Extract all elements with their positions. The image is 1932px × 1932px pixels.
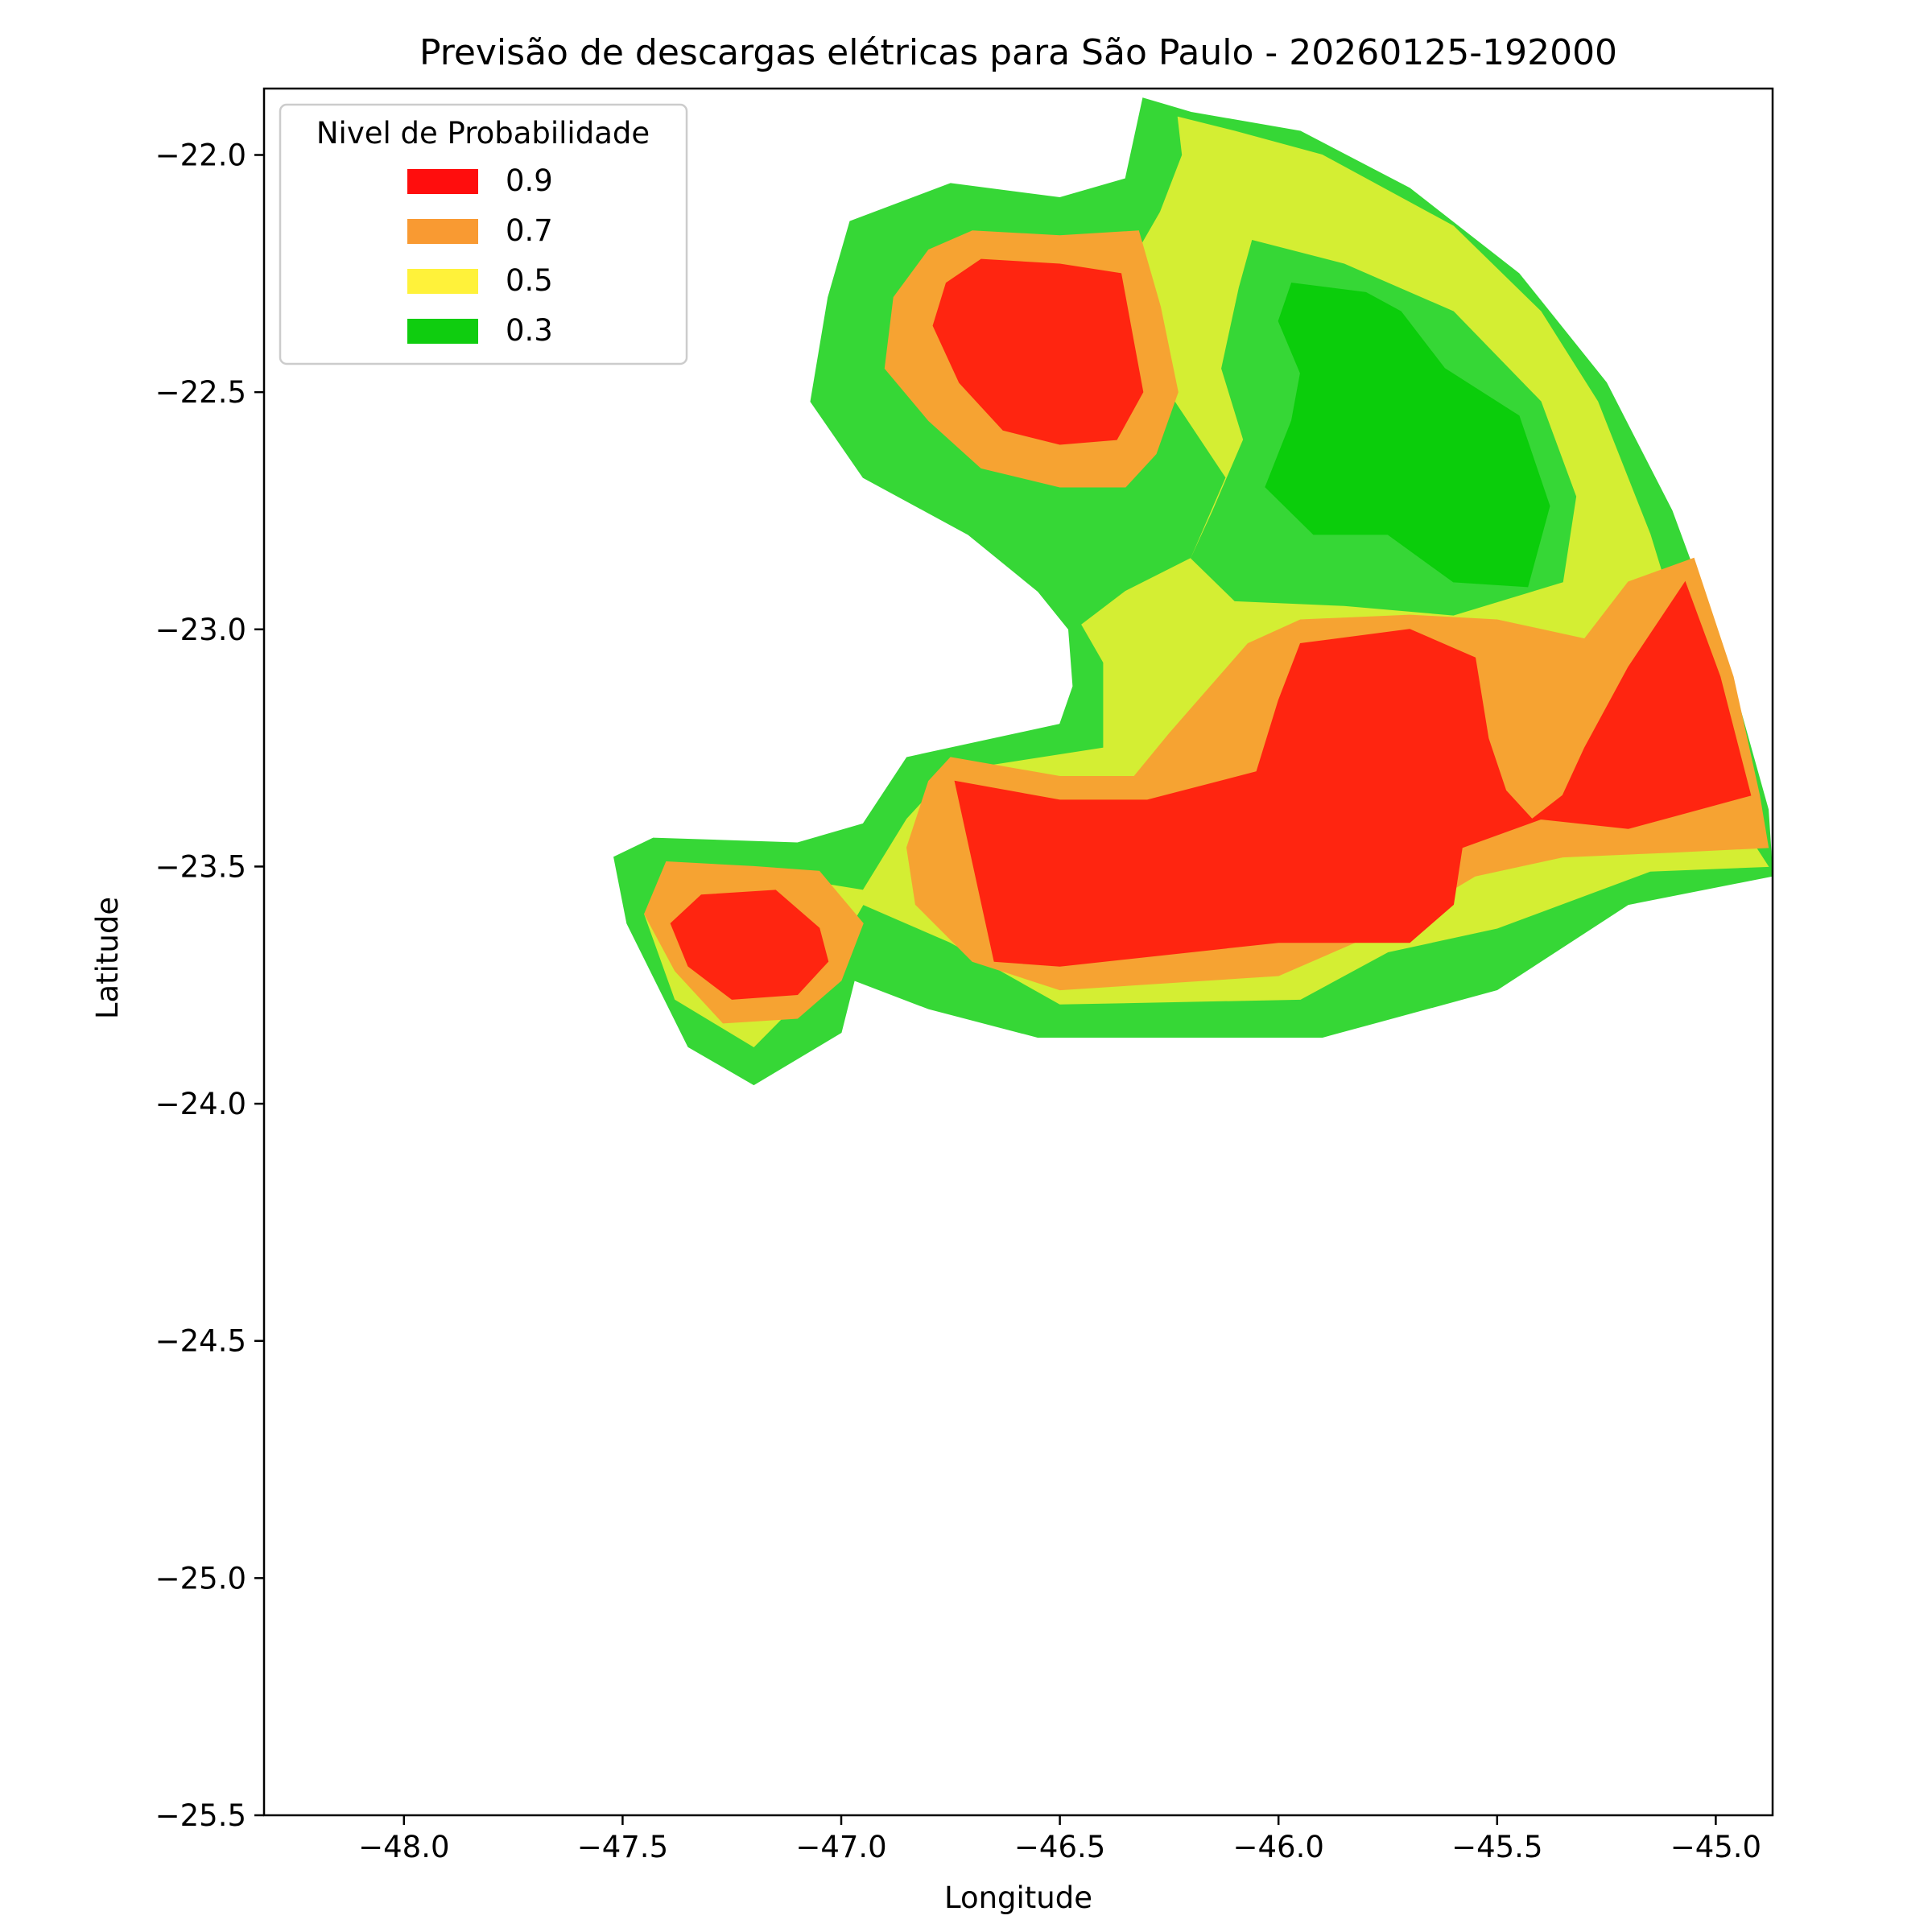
x-tick-label: −47.5 bbox=[577, 1830, 668, 1864]
legend-label: 0.7 bbox=[506, 213, 553, 248]
y-tick-label: −24.5 bbox=[155, 1324, 246, 1359]
legend-label: 0.9 bbox=[506, 163, 553, 198]
y-tick-label: −25.0 bbox=[155, 1561, 246, 1596]
plot-frame bbox=[262, 87, 1774, 1817]
legend-swatch bbox=[407, 269, 478, 294]
legend-swatch bbox=[407, 169, 478, 194]
legend-entries: 0.9 0.7 0.5 0.3 bbox=[407, 163, 553, 348]
region-max-9 bbox=[954, 580, 1752, 967]
x-tick-label: −45.5 bbox=[1451, 1830, 1542, 1864]
x-tick-label: −45.0 bbox=[1670, 1830, 1761, 1864]
y-tick-label: −23.5 bbox=[155, 849, 246, 884]
y-tick-label: −24.0 bbox=[155, 1087, 246, 1121]
x-tick-label: −47.0 bbox=[795, 1830, 886, 1864]
y-tick-label: −23.0 bbox=[155, 613, 246, 647]
legend-label: 0.3 bbox=[506, 313, 553, 348]
y-axis-label: Latitude bbox=[90, 897, 125, 1019]
region-max-5 bbox=[932, 258, 1144, 445]
y-axis-ticks: −22.0 −22.5 −23.0 −23.5 −24.0 −24.5 −25.0 −25.5 bbox=[155, 138, 264, 1833]
chart-title: Previsão de descargas elétricas para São… bbox=[419, 32, 1617, 73]
y-tick-label: −25.5 bbox=[155, 1798, 246, 1833]
region-max-7 bbox=[670, 890, 829, 1000]
y-tick-label: −22.5 bbox=[155, 375, 246, 410]
x-tick-label: −48.0 bbox=[358, 1830, 449, 1864]
x-axis-label: Longitude bbox=[944, 1880, 1092, 1915]
region-low-3 bbox=[1265, 283, 1550, 588]
x-tick-label: −46.0 bbox=[1233, 1830, 1324, 1864]
legend-label: 0.5 bbox=[506, 263, 553, 298]
legend-box bbox=[279, 103, 688, 365]
legend-swatch bbox=[407, 319, 478, 344]
legend-title: Nivel de Probabilidade bbox=[316, 116, 650, 151]
y-tick-label: −22.0 bbox=[155, 138, 246, 173]
legend-swatch bbox=[407, 219, 478, 244]
legend: Nivel de Probabilidade 0.9 0.7 0.5 0.3 bbox=[279, 103, 688, 365]
x-tick-label: −46.5 bbox=[1014, 1830, 1105, 1864]
x-axis-ticks: −48.0 −47.5 −47.0 −46.5 −46.0 −45.5 −45.0 bbox=[358, 1815, 1761, 1864]
probability-regions bbox=[613, 97, 1773, 1086]
